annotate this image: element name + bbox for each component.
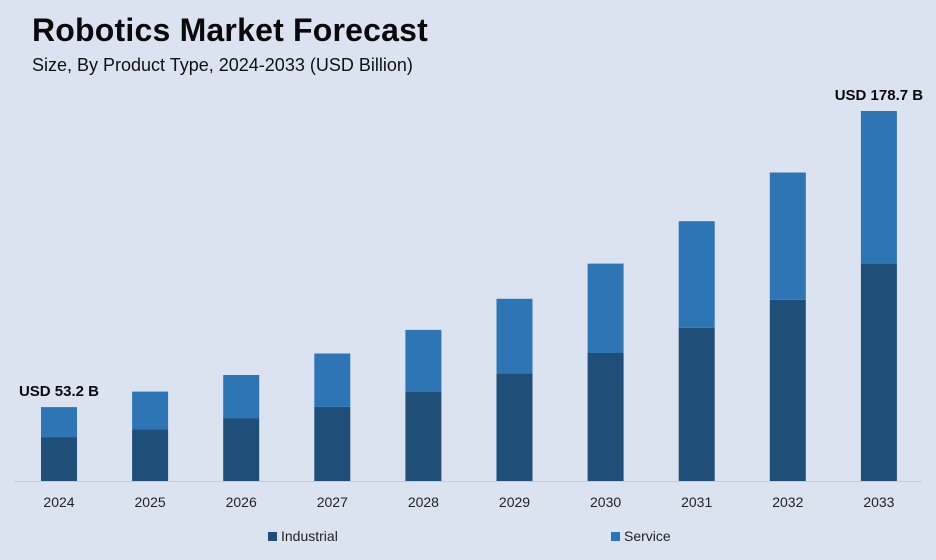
bar-service-2030 xyxy=(587,263,624,353)
bar-industrial-2030 xyxy=(587,353,624,481)
bar-service-2031 xyxy=(678,221,715,328)
bar-service-2025 xyxy=(132,391,169,430)
bar-service-2033 xyxy=(860,111,897,264)
chart-subtitle: Size, By Product Type, 2024-2033 (USD Bi… xyxy=(32,55,413,75)
bar-service-2024 xyxy=(41,407,77,438)
bar-service-2032 xyxy=(769,172,806,300)
bar-industrial-2031 xyxy=(678,327,715,481)
bar-industrial-2025 xyxy=(132,429,169,481)
chart-title: Robotics Market Forecast xyxy=(32,12,429,48)
x-tick-label-2025: 2025 xyxy=(135,494,166,510)
x-tick-label-2031: 2031 xyxy=(681,494,712,510)
bar-service-2026 xyxy=(223,375,260,419)
legend-label-industrial: Industrial xyxy=(281,528,338,544)
bar-service-2027 xyxy=(314,353,351,407)
bar-industrial-2027 xyxy=(314,406,351,481)
bar-industrial-2026 xyxy=(223,418,260,481)
x-tick-label-2033: 2033 xyxy=(863,494,894,510)
bar-industrial-2032 xyxy=(769,299,806,481)
x-tick-label-2024: 2024 xyxy=(43,494,74,510)
x-tick-label-2030: 2030 xyxy=(590,494,621,510)
data-label-2033: USD 178.7 B xyxy=(835,87,924,104)
bar-service-2028 xyxy=(405,329,442,392)
x-tick-label-2032: 2032 xyxy=(772,494,803,510)
legend-swatch-industrial xyxy=(268,532,277,541)
x-tick-label-2026: 2026 xyxy=(226,494,257,510)
bar-industrial-2028 xyxy=(405,392,442,481)
data-label-2024: USD 53.2 B xyxy=(19,383,99,400)
legend-label-service: Service xyxy=(624,528,671,544)
bar-industrial-2029 xyxy=(496,373,533,481)
bar-service-2029 xyxy=(496,298,533,374)
x-tick-label-2029: 2029 xyxy=(499,494,530,510)
x-tick-label-2028: 2028 xyxy=(408,494,439,510)
bar-industrial-2024 xyxy=(41,437,77,481)
x-tick-label-2027: 2027 xyxy=(317,494,348,510)
bar-industrial-2033 xyxy=(860,263,897,481)
legend-swatch-service xyxy=(611,532,620,541)
